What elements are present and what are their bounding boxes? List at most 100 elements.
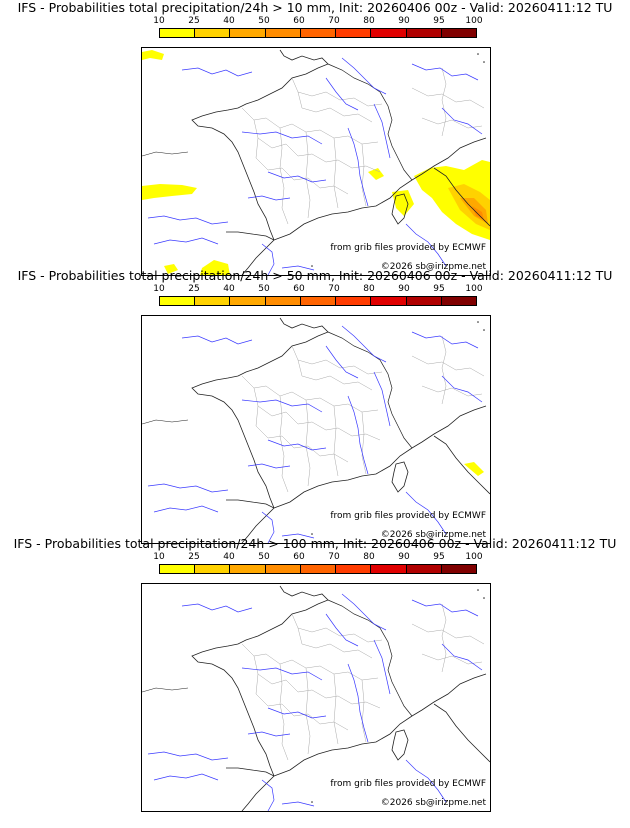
coastline-corsica xyxy=(391,461,409,493)
legend-label: 50 xyxy=(258,16,270,26)
precip-area-channel xyxy=(142,50,164,60)
legend-label: 10 xyxy=(153,552,165,562)
border-east xyxy=(327,599,413,717)
legend-swatch xyxy=(441,29,476,37)
legend-label: 90 xyxy=(398,284,410,294)
legend-label: 50 xyxy=(258,284,270,294)
legend-swatch xyxy=(265,29,301,37)
map-panel-10mm: IFS - Probabilities total precipitation/… xyxy=(0,0,630,276)
legend-label: 70 xyxy=(328,16,340,26)
rivers xyxy=(147,325,483,543)
france-map: from grib files provided by ECMWF ©2026 … xyxy=(141,315,491,544)
precip-area-atlantic xyxy=(142,184,197,200)
legend-swatch xyxy=(160,565,196,573)
border-south xyxy=(226,499,275,509)
legend-color-bar xyxy=(159,296,477,306)
france-map: from grib files provided by ECMWF ©2026 … xyxy=(141,47,491,276)
legend-label: 90 xyxy=(398,16,410,26)
source-note: from grib files provided by ECMWF xyxy=(330,779,486,789)
legend-label: 80 xyxy=(363,16,375,26)
legend-label: 40 xyxy=(223,552,235,562)
border-east xyxy=(327,63,413,181)
map-drawing xyxy=(142,317,490,543)
legend-color-bar xyxy=(159,28,477,38)
legend-label: 95 xyxy=(433,552,445,562)
france-map: from grib files provided by ECMWF ©2026 … xyxy=(141,583,491,812)
legend-label: 100 xyxy=(465,552,483,562)
legend-swatch xyxy=(230,29,266,37)
coastline-fragment xyxy=(142,151,189,157)
legend-swatch xyxy=(265,565,301,573)
coastline-italy xyxy=(433,703,490,763)
precip-area-iberia-east xyxy=(200,260,230,275)
coastline-corsica xyxy=(391,729,409,761)
copyright-note: ©2026 sb@irizpme.net xyxy=(380,262,486,272)
legend-label: 40 xyxy=(223,284,235,294)
legend-swatch xyxy=(160,29,196,37)
legend-swatch xyxy=(300,29,337,37)
legend-swatch xyxy=(406,565,442,573)
legend-label: 50 xyxy=(258,552,270,562)
probability-legend: 10 25 40 50 60 70 80 90 95 100 xyxy=(153,16,483,44)
copyright-note: ©2026 sb@irizpme.net xyxy=(380,530,486,540)
legend-label: 25 xyxy=(188,284,200,294)
legend-swatch xyxy=(230,565,266,573)
map-dots xyxy=(311,53,485,267)
coastline-italy xyxy=(433,435,490,495)
legend-swatch xyxy=(230,297,266,305)
legend-swatch xyxy=(371,297,407,305)
precip-area-iberia-west xyxy=(164,264,178,274)
coastline-mediterranean xyxy=(273,137,487,241)
map-drawing xyxy=(142,49,490,275)
legend-label: 10 xyxy=(153,284,165,294)
legend-label: 40 xyxy=(223,16,235,26)
legend-label: 95 xyxy=(433,284,445,294)
border-south xyxy=(226,231,275,241)
legend-swatch xyxy=(336,29,372,37)
legend-label: 95 xyxy=(433,16,445,26)
legend-label: 25 xyxy=(188,552,200,562)
probability-legend: 10 25 40 50 60 70 80 90 95 100 xyxy=(153,552,483,580)
coastline-corsica xyxy=(391,193,409,225)
coastline-atlantic xyxy=(191,49,329,275)
precip-area-italy xyxy=(464,462,484,476)
map-dots xyxy=(311,321,485,535)
border-east xyxy=(327,331,413,449)
coastline-fragment xyxy=(142,419,189,425)
legend-swatch xyxy=(406,297,442,305)
legend-label: 80 xyxy=(363,552,375,562)
legend-swatch xyxy=(336,565,372,573)
legend-color-bar xyxy=(159,564,477,574)
legend-swatch xyxy=(300,297,337,305)
map-drawing xyxy=(142,585,490,811)
panel-title: IFS - Probabilities total precipitation/… xyxy=(17,268,613,283)
legend-label: 70 xyxy=(328,552,340,562)
panel-title: IFS - Probabilities total precipitation/… xyxy=(17,0,613,15)
legend-swatch xyxy=(195,29,231,37)
regional-boundaries xyxy=(241,603,485,761)
map-panel-100mm: IFS - Probabilities total precipitation/… xyxy=(0,536,630,812)
legend-swatch xyxy=(265,297,301,305)
precip-area-italy xyxy=(414,160,490,240)
legend-swatch xyxy=(441,297,476,305)
source-note: from grib files provided by ECMWF xyxy=(330,243,486,253)
legend-label: 90 xyxy=(398,552,410,562)
map-panel-50mm: IFS - Probabilities total precipitation/… xyxy=(0,268,630,544)
legend-swatch xyxy=(441,565,476,573)
coastline-atlantic xyxy=(191,317,329,543)
precip-area-corsica xyxy=(392,190,414,216)
legend-label: 60 xyxy=(293,16,305,26)
legend-label: 80 xyxy=(363,284,375,294)
legend-label: 70 xyxy=(328,284,340,294)
legend-label: 100 xyxy=(465,284,483,294)
legend-label: 60 xyxy=(293,552,305,562)
source-note: from grib files provided by ECMWF xyxy=(330,511,486,521)
legend-label: 25 xyxy=(188,16,200,26)
copyright-note: ©2026 sb@irizpme.net xyxy=(380,798,486,808)
rivers xyxy=(147,593,483,811)
border-south xyxy=(226,767,275,777)
legend-swatch xyxy=(160,297,196,305)
legend-swatch xyxy=(336,297,372,305)
rivers xyxy=(147,57,483,275)
legend-swatch xyxy=(371,29,407,37)
